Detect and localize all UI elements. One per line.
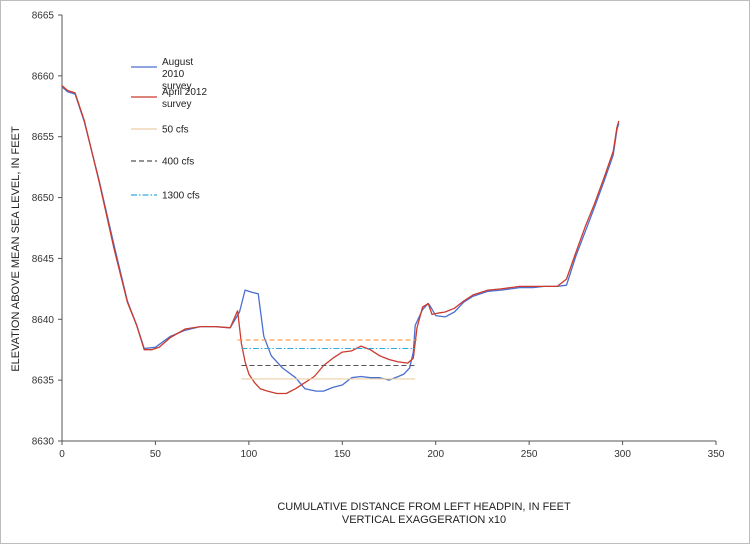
x-tick-label: 50 [150, 449, 162, 460]
legend-label-line: 50 cfs [162, 125, 189, 136]
axes [61, 15, 716, 442]
legend-label-line: 400 cfs [162, 157, 194, 168]
x-tick-label: 350 [708, 449, 725, 460]
y-tick-label: 8650 [32, 193, 55, 204]
x-ticks: 0 50 100 150 200 250 300 350 [59, 441, 725, 460]
y-axis-title: ELEVATION ABOVE MEAN SEA LEVEL, IN FEET [10, 126, 22, 372]
legend-label-1300-cfs: 1300 cfs [162, 191, 200, 202]
legend-label-line: 1300 cfs [162, 191, 200, 202]
y-tick-label: 8660 [32, 71, 55, 82]
y-tick-label: 8635 [32, 376, 55, 387]
legend-label-50-cfs: 50 cfs [162, 125, 189, 136]
y-tick-label: 8655 [32, 132, 55, 143]
x-tick-label: 300 [614, 449, 631, 460]
x-tick-label: 100 [241, 449, 258, 460]
y-tick-label: 8665 [32, 11, 55, 22]
legend-label-line: 2010 [162, 69, 185, 80]
series-group [61, 85, 620, 395]
x-tick-label: 200 [427, 449, 444, 460]
y-tick-label: 8630 [32, 437, 55, 448]
x-tick-label: 0 [59, 449, 65, 460]
series-line-august-2010-survey [61, 86, 620, 392]
legend-label-400-cfs: 400 cfs [162, 157, 194, 168]
legend-label-line: survey [162, 81, 191, 92]
y-tick-label: 8645 [32, 254, 55, 265]
legend-label-line: April 2012 [162, 87, 207, 98]
x-tick-label: 250 [521, 449, 538, 460]
x-tick-label: 150 [334, 449, 351, 460]
y-tick-label: 8640 [32, 315, 55, 326]
legend-label-line: survey [162, 99, 191, 110]
legend-label-line: August [162, 57, 193, 68]
series-line-april-2012-survey [61, 85, 620, 395]
x-axis-title: CUMULATIVE DISTANCE FROM LEFT HEADPIN, I… [277, 501, 571, 513]
x-axis-subtitle: VERTICAL EXAGGERATION x10 [342, 514, 506, 526]
legend-label-april-2012-survey: April 2012 survey [162, 87, 207, 110]
y-ticks: 8630 8635 8640 8645 8650 8655 8660 8665 [32, 11, 62, 448]
legend-label-august-2010-survey: August 2010 survey [162, 57, 193, 92]
